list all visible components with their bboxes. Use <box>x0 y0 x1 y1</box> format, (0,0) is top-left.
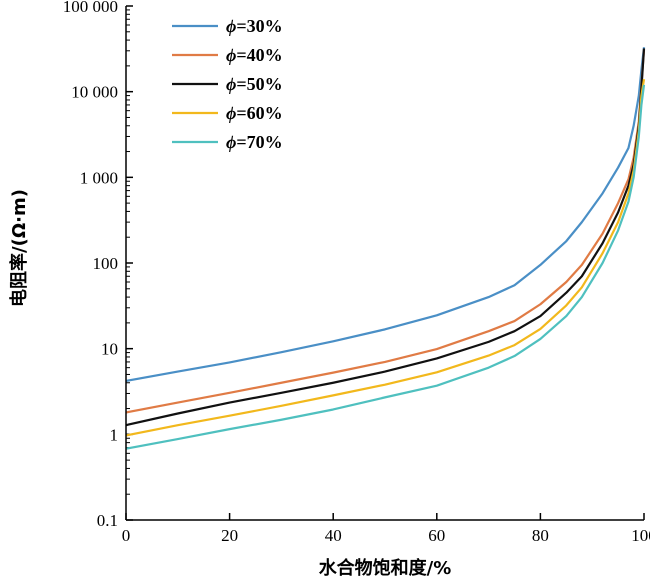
series-line-5 <box>125 84 646 450</box>
y-tick-label: 1 000 <box>80 168 118 187</box>
y-tick-label: 100 000 <box>63 0 118 16</box>
x-tick-label: 40 <box>325 526 342 545</box>
y-tick-label: 10 000 <box>71 83 118 102</box>
series-line-3 <box>125 48 646 427</box>
y-tick-label: 0.1 <box>97 511 118 530</box>
legend-label-2: ϕ=40% <box>226 45 283 65</box>
legend-label-4: ϕ=60% <box>226 103 283 123</box>
x-tick-label: 100 <box>631 526 650 545</box>
series-line-1 <box>125 47 646 383</box>
y-tick-label: 100 <box>93 254 119 273</box>
x-tick-label: 0 <box>122 526 131 545</box>
y-axis-title: 电阻率/(Ω·m) <box>8 189 30 307</box>
y-tick-label: 10 <box>101 340 118 359</box>
legend-label-1: ϕ=30% <box>226 16 283 36</box>
series-line-4 <box>125 78 646 437</box>
legend-label-3: ϕ=50% <box>226 74 283 94</box>
legend: ϕ=30% ϕ=40% ϕ=50% ϕ=60% ϕ=70% <box>172 16 283 152</box>
y-tick-label: 1 <box>110 425 119 444</box>
x-tick-label: 20 <box>221 526 238 545</box>
x-tick-label: 80 <box>532 526 549 545</box>
series-line-2 <box>125 49 646 414</box>
series-layer <box>125 47 646 450</box>
y-axis-ticks: 0.1 1 10 100 1 000 10 000 100 000 <box>63 0 133 530</box>
x-tick-label: 60 <box>428 526 445 545</box>
x-axis-title: 水合物饱和度/% <box>319 557 452 578</box>
legend-label-5: ϕ=70% <box>226 132 283 152</box>
x-axis-ticks: 0 20 40 60 80 100 <box>122 513 650 545</box>
